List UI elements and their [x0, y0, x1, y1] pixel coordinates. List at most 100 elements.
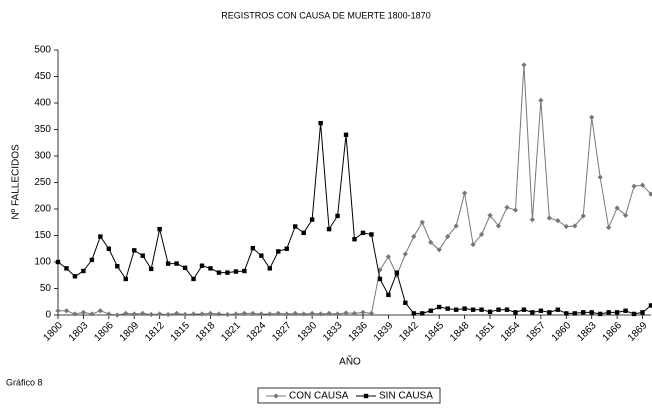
- marker: [284, 246, 289, 251]
- marker: [597, 174, 603, 180]
- marker: [326, 310, 332, 317]
- marker: [140, 253, 145, 258]
- marker: [462, 190, 468, 196]
- marker: [131, 311, 137, 317]
- x-tick-label: 1806: [92, 320, 116, 344]
- marker: [318, 311, 324, 317]
- marker: [157, 311, 163, 317]
- marker: [148, 311, 154, 318]
- x-tick-label: 1821: [219, 320, 243, 344]
- marker: [521, 307, 527, 312]
- marker: [233, 269, 239, 274]
- x-tick-label: 1836: [346, 320, 370, 344]
- marker: [581, 310, 586, 315]
- y-tick-label: 250: [34, 177, 51, 188]
- marker: [89, 257, 95, 263]
- series-line: [58, 64, 652, 316]
- marker: [504, 307, 510, 312]
- marker: [402, 251, 408, 257]
- x-tick-label: 1851: [474, 320, 498, 344]
- marker: [165, 261, 171, 266]
- y-tick-label: 100: [34, 257, 51, 268]
- marker: [123, 310, 129, 317]
- marker: [631, 183, 637, 189]
- x-tick-label: 1809: [118, 320, 142, 344]
- marker: [386, 292, 391, 298]
- marker: [394, 270, 400, 275]
- legend-marker: [273, 393, 279, 399]
- marker: [606, 224, 612, 231]
- y-axis-label: Nº FALLECIDOS: [11, 144, 22, 220]
- x-tick-label: 1842: [397, 320, 421, 344]
- marker: [55, 308, 61, 314]
- x-tick-label: 1845: [423, 320, 447, 344]
- marker: [301, 230, 306, 236]
- marker: [352, 237, 357, 242]
- marker: [267, 266, 272, 271]
- x-tick-label: 1803: [67, 320, 91, 344]
- marker: [123, 276, 128, 282]
- marker: [470, 241, 476, 248]
- x-tick-label: 1830: [296, 320, 320, 344]
- marker: [157, 226, 162, 232]
- marker: [225, 270, 230, 275]
- marker: [445, 306, 450, 311]
- marker: [521, 62, 527, 68]
- marker: [513, 310, 518, 315]
- marker: [140, 310, 146, 317]
- marker: [487, 309, 493, 315]
- x-tick-label: 1860: [550, 320, 574, 344]
- marker: [241, 310, 247, 317]
- x-tick-label: 1866: [601, 320, 625, 344]
- marker: [89, 311, 95, 317]
- marker: [292, 310, 298, 317]
- marker: [529, 217, 535, 223]
- marker: [182, 311, 188, 318]
- y-tick-label: 450: [34, 71, 51, 82]
- y-tick-label: 300: [34, 151, 51, 162]
- marker: [80, 309, 87, 315]
- marker: [547, 310, 552, 315]
- marker: [191, 276, 196, 282]
- marker: [250, 310, 256, 317]
- marker: [115, 264, 120, 269]
- marker: [369, 232, 374, 237]
- marker: [276, 249, 281, 254]
- marker: [208, 266, 213, 271]
- series-line: [57, 123, 652, 315]
- marker: [385, 254, 391, 260]
- x-axis-label: AÑO: [339, 355, 361, 368]
- marker: [242, 268, 247, 274]
- marker: [538, 97, 544, 103]
- marker: [623, 308, 628, 313]
- marker: [55, 259, 61, 265]
- marker: [453, 307, 459, 312]
- marker: [377, 276, 383, 282]
- marker: [555, 307, 561, 312]
- legend-box: [257, 387, 441, 404]
- marker: [470, 307, 476, 312]
- marker: [360, 230, 366, 236]
- marker: [97, 308, 103, 314]
- x-tick-label: 1812: [143, 320, 167, 344]
- marker: [606, 310, 611, 315]
- marker: [64, 266, 69, 271]
- marker: [284, 311, 290, 317]
- x-tick-label: 1827: [270, 320, 294, 344]
- marker: [199, 311, 205, 317]
- x-tick-label: 1854: [499, 320, 523, 344]
- marker: [479, 307, 484, 312]
- marker: [72, 311, 78, 317]
- marker: [106, 246, 112, 251]
- legend-label: CON CAUSA: [289, 391, 349, 402]
- marker: [293, 224, 298, 229]
- marker: [250, 246, 256, 251]
- marker: [403, 300, 408, 306]
- marker: [478, 231, 485, 238]
- marker: [639, 182, 646, 188]
- marker: [428, 239, 434, 245]
- x-tick-label: 1848: [448, 320, 472, 344]
- marker: [648, 191, 652, 197]
- marker: [335, 213, 340, 219]
- marker: [132, 248, 137, 253]
